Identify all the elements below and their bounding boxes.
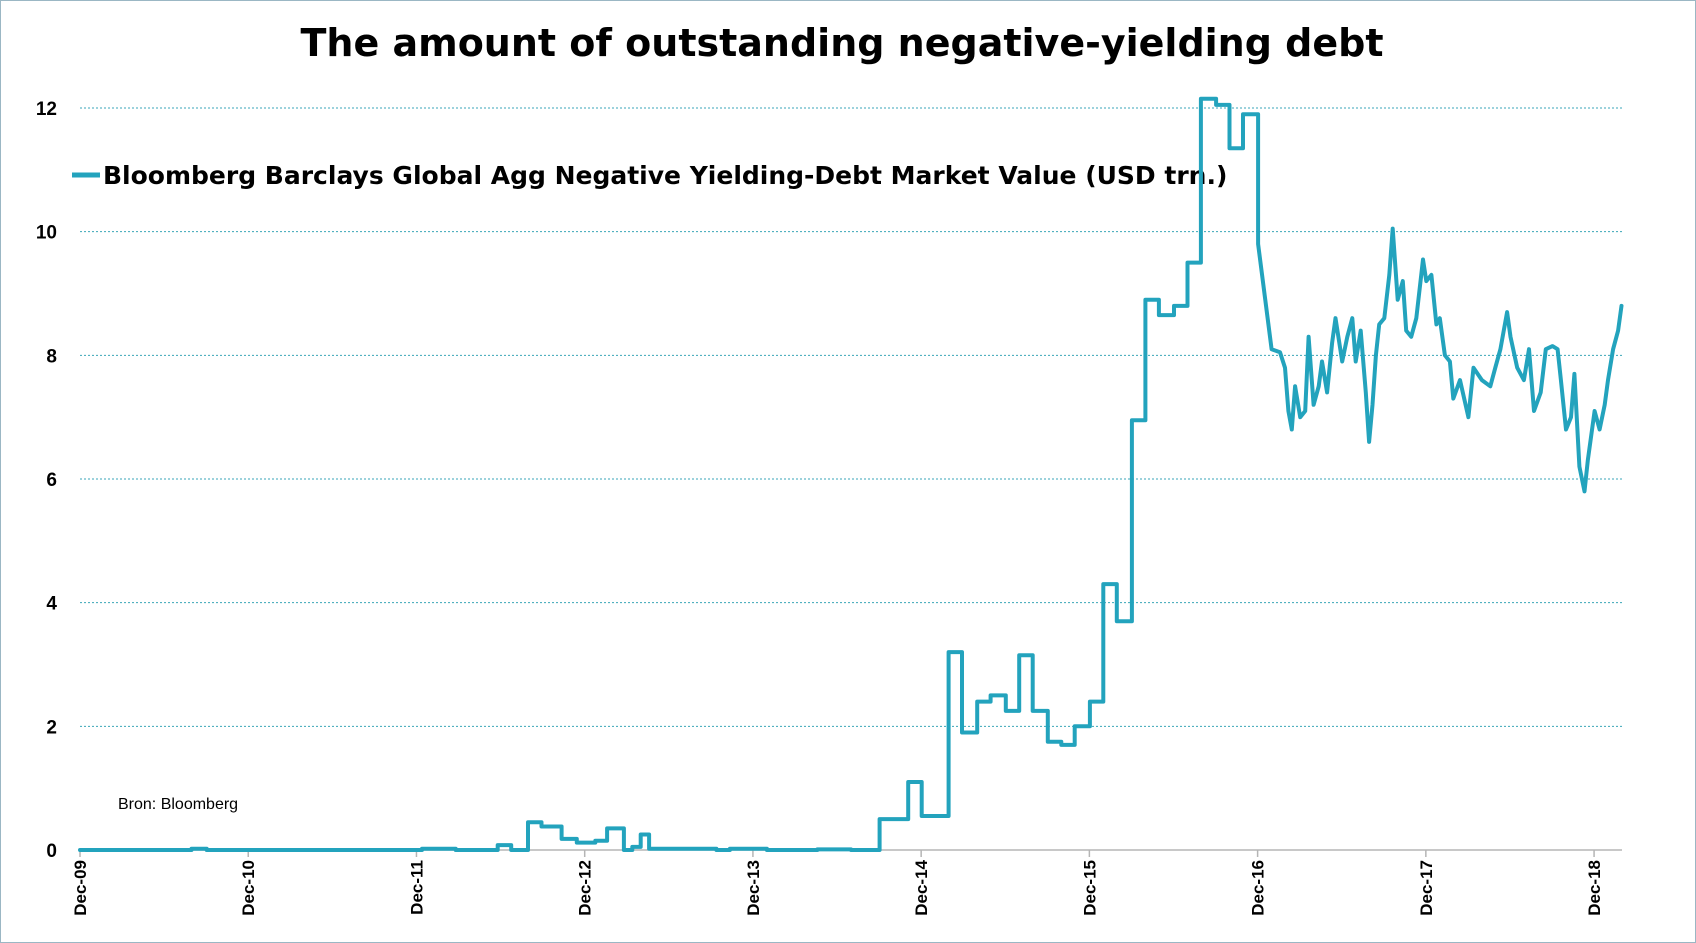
x-tick-label: Dec-15 (1080, 860, 1099, 916)
x-tick-label: Dec-09 (71, 860, 90, 916)
x-tick-label: Dec-16 (1249, 860, 1268, 916)
x-tick-label: Dec-18 (1585, 860, 1604, 916)
x-tick-label: Dec-13 (744, 860, 763, 916)
y-tick-label: 6 (46, 470, 57, 491)
y-tick-label: 12 (36, 99, 57, 120)
series-group (78, 96, 1624, 852)
y-tick-label: 10 (36, 223, 57, 244)
x-tick-label: Dec-10 (239, 860, 258, 916)
y-tick-label: 2 (46, 717, 57, 738)
x-axis: Dec-09 Dec-10 Dec-11 Dec-12 Dec-13 Dec-14 Dec-… (71, 849, 1622, 916)
chart-title: The amount of outstanding negative-yield… (300, 21, 1383, 65)
x-tick-label: Dec-12 (576, 860, 595, 916)
gridlines (80, 107, 1622, 727)
y-tick-label: 8 (46, 346, 57, 367)
x-tick-label: Dec-17 (1417, 860, 1436, 916)
source-annotation: Bron: Bloomberg (118, 796, 238, 813)
y-axis: 0 2 4 6 8 10 12 (36, 99, 58, 862)
series-line (78, 96, 1624, 852)
x-tick-label: Dec-11 (407, 860, 426, 915)
legend: Bloomberg Barclays Global Agg Negative Y… (72, 161, 1227, 190)
y-tick-label: 4 (46, 594, 57, 615)
x-tick-label: Dec-14 (912, 859, 931, 915)
y-tick-label: 0 (46, 841, 57, 862)
legend-label: Bloomberg Barclays Global Agg Negative Y… (103, 161, 1227, 190)
